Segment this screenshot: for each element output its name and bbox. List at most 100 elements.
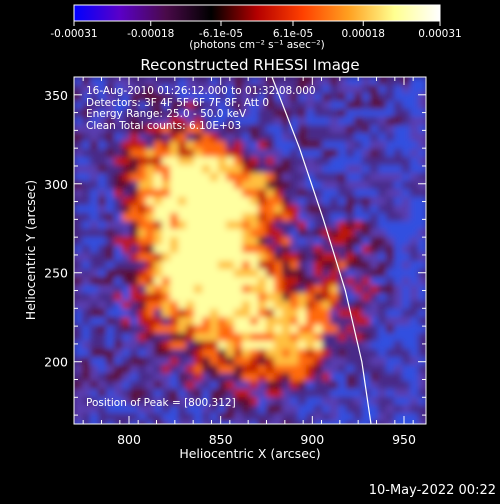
- heatmap-cell: [178, 77, 187, 86]
- heatmap-cell: [186, 133, 195, 142]
- heatmap-cell: [258, 117, 267, 126]
- heatmap-cell: [402, 85, 411, 94]
- heatmap-cell: [330, 229, 339, 238]
- heatmap-cell: [90, 365, 99, 374]
- heatmap-cell: [306, 405, 315, 414]
- heatmap-cell: [122, 301, 131, 310]
- heatmap-cell: [378, 157, 387, 166]
- heatmap-cell: [386, 341, 395, 350]
- heatmap-cell: [314, 325, 323, 334]
- heatmap-cell: [282, 325, 291, 334]
- heatmap-cell: [418, 397, 426, 406]
- heatmap-cell: [378, 381, 387, 390]
- heatmap-cell: [202, 349, 211, 358]
- heatmap-cell: [226, 133, 235, 142]
- heatmap-cell: [74, 293, 83, 302]
- heatmap-cell: [74, 309, 83, 318]
- date-stamp: 10-May-2022 00:22: [368, 483, 496, 498]
- heatmap-cell: [234, 301, 243, 310]
- plot-frame: [73, 76, 427, 425]
- heatmap-cell: [106, 349, 115, 358]
- heatmap-cell: [226, 229, 235, 238]
- heatmap-cell: [362, 293, 371, 302]
- heatmap-cell: [330, 285, 339, 294]
- heatmap-cell: [210, 133, 219, 142]
- heatmap-cell: [314, 133, 323, 142]
- heatmap-cell: [378, 253, 387, 262]
- heatmap-cell: [162, 269, 171, 278]
- heatmap-cell: [146, 77, 155, 86]
- heatmap-cell: [194, 141, 203, 150]
- heatmap-cell: [218, 109, 227, 118]
- heatmap-cell: [154, 205, 163, 214]
- heatmap-cell: [354, 269, 363, 278]
- heatmap-cell: [314, 349, 323, 358]
- heatmap-cell: [130, 397, 139, 406]
- heatmap-cell: [266, 77, 275, 86]
- heatmap-cell: [194, 309, 203, 318]
- heatmap-cell: [178, 405, 187, 414]
- heatmap-cell: [394, 357, 403, 366]
- heatmap-cell: [322, 365, 331, 374]
- heatmap-cell: [122, 261, 131, 270]
- time-range-text: 16-Aug-2010 01:26:12.000 to 01:32:08.000: [86, 85, 316, 97]
- heatmap-cell: [266, 277, 275, 286]
- x-tick-label: 900: [300, 432, 324, 447]
- heatmap-cell: [386, 277, 395, 286]
- heatmap-cell: [226, 189, 235, 198]
- heatmap-cell: [82, 77, 91, 86]
- heatmap-cell: [250, 357, 259, 366]
- heatmap-cell: [146, 357, 155, 366]
- heatmap-cell: [338, 293, 347, 302]
- heatmap-cell: [178, 149, 187, 158]
- heatmap-cell: [130, 317, 139, 326]
- heatmap-cell: [266, 381, 275, 390]
- heatmap-cell: [298, 141, 307, 150]
- heatmap-cell: [266, 189, 275, 198]
- heatmap-cell: [282, 269, 291, 278]
- heatmap-cell: [410, 405, 419, 414]
- heatmap-cell: [226, 205, 235, 214]
- heatmap-cell: [402, 133, 411, 142]
- heatmap-cell: [234, 349, 243, 358]
- heatmap-cell: [394, 213, 403, 222]
- heatmap-cell: [74, 189, 83, 198]
- heatmap-cell: [170, 117, 179, 126]
- heatmap-cell: [210, 261, 219, 270]
- heatmap-cell: [338, 77, 347, 86]
- heatmap-cell: [74, 165, 83, 174]
- heatmap-cell: [362, 221, 371, 230]
- heatmap-cell: [178, 301, 187, 310]
- heatmap-cell: [258, 349, 267, 358]
- heatmap-cell: [394, 325, 403, 334]
- heatmap-cell: [418, 277, 426, 286]
- heatmap-cell: [314, 85, 323, 94]
- heatmap-cell: [306, 125, 315, 134]
- heatmap-cell: [362, 381, 371, 390]
- heatmap-cell: [370, 85, 379, 94]
- heatmap-cell: [258, 317, 267, 326]
- heatmap-cell: [306, 197, 315, 206]
- heatmap-cell: [90, 333, 99, 342]
- heatmap-cell: [410, 125, 419, 134]
- heatmap-cell: [138, 365, 147, 374]
- heatmap-cell: [338, 229, 347, 238]
- heatmap-cell: [274, 77, 283, 86]
- heatmap-cell: [314, 269, 323, 278]
- heatmap-cell: [74, 405, 83, 414]
- heatmap-cell: [130, 189, 139, 198]
- heatmap-cell: [354, 157, 363, 166]
- heatmap-cell: [234, 277, 243, 286]
- heatmap-cell: [90, 309, 99, 318]
- heatmap-cell: [146, 365, 155, 374]
- heatmap-cell: [306, 333, 315, 342]
- heatmap-cell: [138, 293, 147, 302]
- heatmap-cell: [322, 77, 331, 86]
- heatmap-cell: [346, 357, 355, 366]
- heatmap-cell: [210, 245, 219, 254]
- heatmap-cell: [74, 173, 83, 182]
- heatmap-cell: [82, 349, 91, 358]
- heatmap-cell: [202, 229, 211, 238]
- heatmap-cell: [314, 181, 323, 190]
- heatmap-cell: [394, 301, 403, 310]
